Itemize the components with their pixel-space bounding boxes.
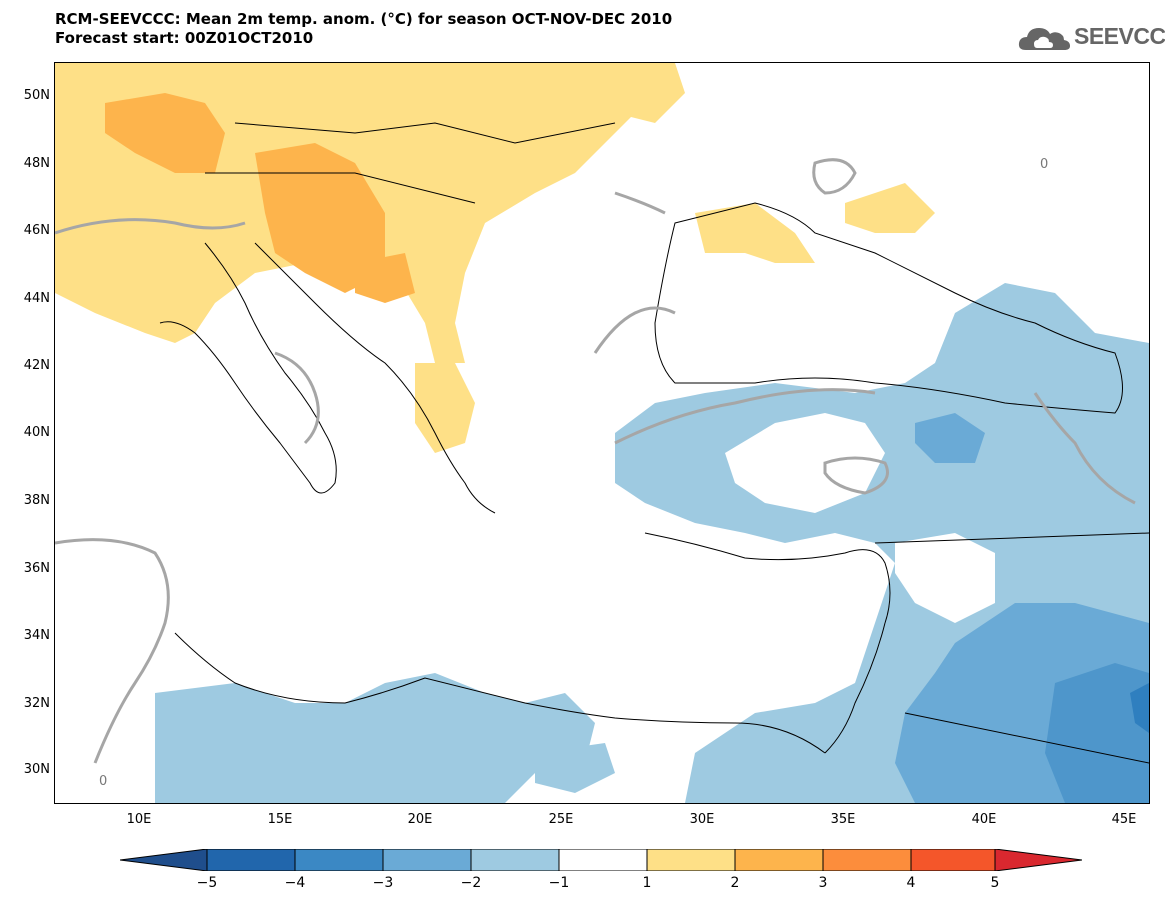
lon-label: 30E bbox=[689, 812, 715, 827]
colorbar-label: 5 bbox=[990, 875, 1000, 891]
colorbar-cell bbox=[470, 849, 560, 871]
lat-label: 30N bbox=[23, 762, 50, 777]
border-line-2 bbox=[904, 712, 1149, 764]
chart-title-block: RCM-SEEVCCC: Mean 2m temp. anom. (°C) fo… bbox=[55, 10, 672, 48]
zero-contour-line-3 bbox=[593, 306, 676, 354]
coastline-balkans bbox=[254, 242, 496, 514]
colorbar-arrow-left bbox=[120, 849, 208, 871]
border-line-1 bbox=[874, 532, 1149, 544]
lon-label: 20E bbox=[407, 812, 433, 827]
colorbar-cell bbox=[822, 849, 912, 871]
cold-anomaly-strong-gulf bbox=[1045, 663, 1149, 803]
colorbar-cell bbox=[558, 849, 648, 871]
lon-label: 40E bbox=[971, 812, 997, 827]
colorbar-label: −4 bbox=[284, 875, 306, 891]
colorbar-cell bbox=[910, 849, 996, 871]
zero-contour-line-7 bbox=[1033, 392, 1136, 505]
zero-contour-group bbox=[55, 158, 1136, 764]
lon-label: 15E bbox=[267, 812, 293, 827]
colorbar-label: 2 bbox=[730, 875, 740, 891]
anomaly-map: 0 0 bbox=[55, 63, 1149, 803]
neutral-patch-syria bbox=[895, 533, 995, 623]
colorbar-cell bbox=[646, 849, 736, 871]
colorbar bbox=[120, 849, 1082, 871]
coastline-turkey-south bbox=[644, 532, 891, 624]
lat-label: 38N bbox=[23, 493, 50, 508]
chart-title: RCM-SEEVCCC: Mean 2m temp. anom. (°C) fo… bbox=[55, 10, 673, 28]
warm-anomaly-core-pannonian bbox=[355, 253, 415, 303]
border-line-4 bbox=[205, 172, 476, 204]
lon-label: 45E bbox=[1111, 812, 1137, 827]
zero-contour-line-9 bbox=[823, 456, 889, 495]
colorbar-label: −2 bbox=[460, 875, 482, 891]
warm-anomaly-field-balkans bbox=[415, 363, 475, 453]
warm-anomaly-field-azov bbox=[845, 183, 935, 233]
border-line-3 bbox=[234, 122, 616, 144]
cold-anomaly-field-coast bbox=[535, 743, 615, 793]
logo-text: SEEVCCC bbox=[1074, 23, 1165, 49]
coastline-north-africa bbox=[174, 632, 826, 754]
cold-anomaly-core-east bbox=[915, 413, 985, 463]
zero-contour-line-1 bbox=[55, 218, 246, 235]
warm-anomaly-core-adriatic bbox=[255, 143, 385, 293]
zero-contour-line-4 bbox=[614, 388, 876, 445]
coastline-black-sea bbox=[654, 202, 1123, 414]
cold-anomaly-field-libya bbox=[155, 673, 595, 803]
warm-anomaly-field-north bbox=[615, 63, 685, 123]
lat-label: 42N bbox=[23, 358, 50, 373]
lat-label: 46N bbox=[23, 223, 50, 238]
map-panel: 0 0 bbox=[54, 62, 1150, 804]
colorbar-label: −3 bbox=[372, 875, 394, 891]
lon-label: 25E bbox=[548, 812, 574, 827]
lon-label: 10E bbox=[126, 812, 152, 827]
lat-label: 44N bbox=[23, 291, 50, 306]
zero-contour-line-2 bbox=[614, 191, 666, 215]
lat-label: 50N bbox=[23, 88, 50, 103]
zero-contour-label: 0 bbox=[99, 774, 107, 789]
cold-anomaly-strongest bbox=[1130, 683, 1149, 733]
colorbar-label: −5 bbox=[196, 875, 218, 891]
lon-label: 35E bbox=[830, 812, 856, 827]
lat-label: 40N bbox=[23, 425, 50, 440]
colorbar-label: 4 bbox=[906, 875, 916, 891]
colorbar-label: −1 bbox=[548, 875, 570, 891]
colorbar-arrow-right bbox=[994, 849, 1082, 871]
lat-label: 48N bbox=[23, 156, 50, 171]
zero-contour-line-8 bbox=[812, 158, 857, 195]
cloud-icon bbox=[1018, 28, 1070, 50]
colorbar-cell bbox=[206, 849, 296, 871]
warm-anomaly-core-alps bbox=[105, 93, 225, 173]
zero-contour-line-5 bbox=[55, 538, 170, 764]
colorbar-cell bbox=[734, 849, 824, 871]
chart-subtitle: Forecast start: 00Z01OCT2010 bbox=[55, 29, 314, 47]
zero-contour-line-6 bbox=[274, 351, 320, 445]
colorbar-cell bbox=[294, 849, 384, 871]
warm-anomaly-field-crimea bbox=[695, 203, 815, 263]
zero-contour-label: 0 bbox=[1040, 157, 1048, 172]
colorbar-cell bbox=[382, 849, 472, 871]
coastline-group bbox=[159, 122, 1149, 764]
coastline-italy bbox=[159, 242, 337, 494]
coastline-levant bbox=[824, 622, 886, 754]
lat-label: 34N bbox=[23, 628, 50, 643]
colorbar-label: 1 bbox=[642, 875, 652, 891]
seevccc-logo: SEEVCCC bbox=[1016, 22, 1165, 56]
lat-label: 36N bbox=[23, 561, 50, 576]
lat-label: 32N bbox=[23, 696, 50, 711]
colorbar-label: 3 bbox=[818, 875, 828, 891]
